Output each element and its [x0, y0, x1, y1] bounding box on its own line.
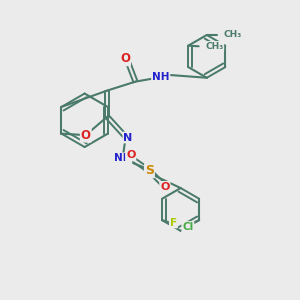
- Text: NH: NH: [152, 72, 169, 82]
- Text: F: F: [170, 218, 177, 227]
- Text: CH₃: CH₃: [224, 31, 242, 40]
- Text: O: O: [120, 52, 130, 65]
- Text: N: N: [123, 133, 133, 142]
- Text: CH₃: CH₃: [205, 42, 224, 51]
- Text: O: O: [81, 129, 91, 142]
- Text: NH: NH: [114, 153, 131, 163]
- Text: O: O: [160, 182, 170, 192]
- Text: O: O: [126, 150, 135, 160]
- Text: Cl: Cl: [182, 222, 194, 232]
- Text: S: S: [145, 164, 154, 177]
